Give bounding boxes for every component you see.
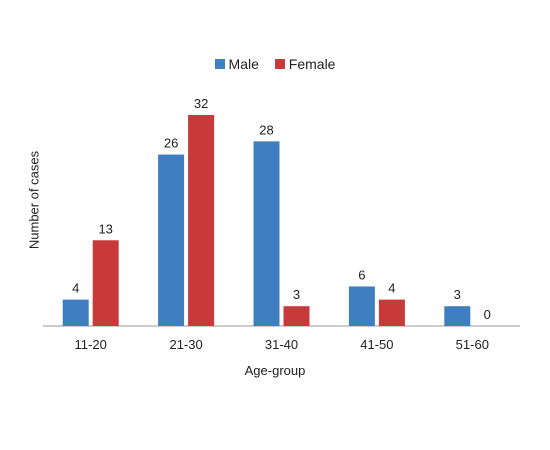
data-label-female-41-50: 4: [388, 281, 395, 296]
legend-item-male: Male: [214, 56, 259, 72]
x-axis-label: Age-group: [244, 363, 306, 378]
data-label-male-11-20: 4: [72, 281, 79, 296]
data-label-male-41-50: 6: [358, 267, 365, 282]
bar-female-21-30: [188, 115, 215, 326]
legend-label-male: Male: [228, 56, 259, 72]
bar-male-31-40: [253, 141, 280, 326]
legend-swatch-male: [214, 59, 225, 69]
data-label-male-21-30: 26: [164, 136, 178, 151]
data-label-female-31-40: 3: [293, 287, 300, 302]
x-tick-label-41-50: 41-50: [360, 337, 393, 352]
legend-label-female: Female: [288, 56, 336, 72]
bar-male-21-30: [158, 154, 185, 326]
data-label-female-21-30: 32: [194, 96, 208, 111]
bar-female-31-40: [283, 306, 310, 326]
legend: Male Female: [0, 56, 550, 72]
x-tick-label-51-60: 51-60: [456, 337, 489, 352]
bar-female-41-50: [378, 299, 405, 326]
x-tick-label-31-40: 31-40: [265, 337, 298, 352]
x-tick-label-11-20: 11-20: [75, 337, 107, 352]
x-tick-label-21-30: 21-30: [169, 337, 202, 352]
data-label-female-51-60: 0: [484, 307, 491, 322]
bar-male-41-50: [348, 286, 375, 326]
data-label-female-11-20: 13: [98, 221, 112, 236]
bar-male-11-20: [62, 299, 89, 326]
bar-male-51-60: [444, 306, 471, 326]
data-label-male-51-60: 3: [454, 287, 461, 302]
legend-item-female: Female: [274, 56, 336, 72]
data-label-male-31-40: 28: [259, 122, 273, 137]
bar-female-11-20: [92, 240, 119, 326]
legend-swatch-female: [274, 59, 285, 69]
